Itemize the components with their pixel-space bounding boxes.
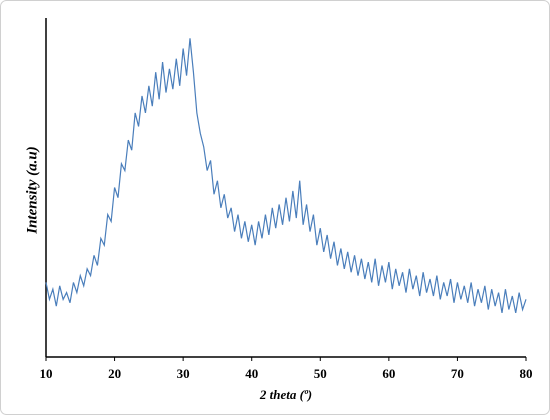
x-tick-label: 20 — [108, 366, 121, 381]
x-tick-label: 30 — [177, 366, 190, 381]
x-tick-label: 10 — [40, 366, 53, 381]
x-tick-label: 60 — [382, 366, 395, 381]
y-axis-title: Intensity (a.u) — [24, 146, 40, 235]
data-line — [45, 38, 527, 314]
x-tick-label: 70 — [451, 366, 464, 381]
x-tick-label: 50 — [314, 366, 327, 381]
x-axis-title: 2 theta (º) — [259, 387, 312, 402]
x-tick-label: 80 — [520, 366, 533, 381]
x-tick-label: 40 — [245, 366, 258, 381]
